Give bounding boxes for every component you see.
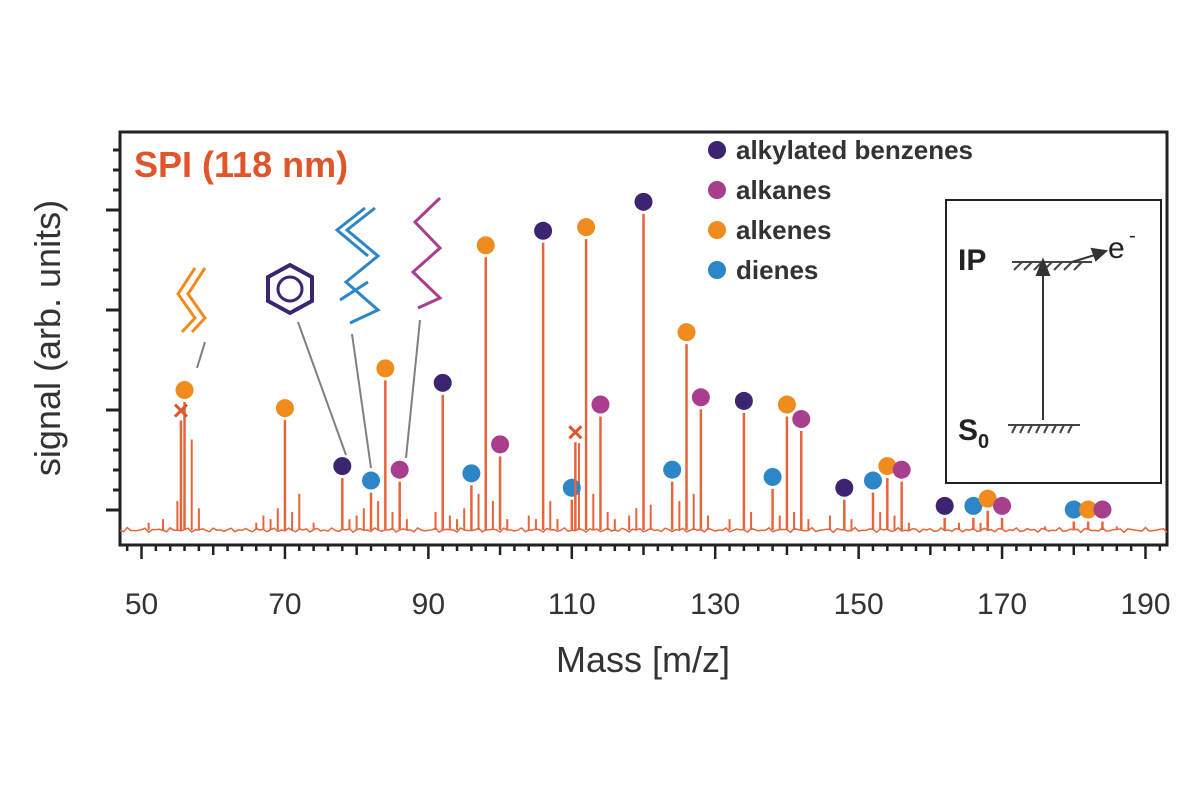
peak-marker [1093,500,1112,519]
x-tick-label: 90 [412,588,445,621]
molecule-annotations [176,196,443,469]
peak-marker [275,399,294,418]
peak-marker [433,373,452,392]
peak-marker [835,478,854,497]
legend-label: alkanes [736,175,831,205]
x-tick-label: 70 [268,588,301,621]
inset-electron-charge: - [1129,225,1136,247]
cross-marker [173,403,189,418]
peak-marker [763,467,782,486]
hexane-structure-icon [410,196,443,310]
inset-s0-label: S [958,414,978,447]
peak-marker [935,496,954,515]
ionization-inset: IP e - S 0 [945,199,1162,484]
legend-swatch [708,141,726,159]
minor-peaks [147,439,1118,530]
x-tick-label: 170 [977,588,1027,621]
peak-marker [577,218,596,237]
x-tick-label: 130 [690,588,740,621]
peak-marker [1064,500,1083,519]
x-tick-label: 190 [1120,588,1170,621]
x-tick-label: 150 [834,588,884,621]
peak-marker [534,221,553,240]
cross-markers [173,403,583,530]
peak-markers [175,192,1112,519]
legend-swatch [708,181,726,199]
spectrum-baseline [119,526,1168,534]
peak-marker [691,388,710,407]
legend-swatch [708,261,726,279]
cross-marker [568,425,583,440]
peak-marker [878,457,897,476]
chart-title: SPI (118 nm) [134,144,348,185]
peak-marker [777,395,796,414]
peak-marker [1079,500,1098,519]
legend-label: alkylated benzenes [736,135,973,165]
peak-marker [175,381,194,400]
legend-label: alkenes [736,215,831,245]
hexadiene-structure-icon [334,206,381,325]
legend-label: dienes [736,255,818,285]
inset-s0-subscript: 0 [978,431,989,453]
x-axis-tick-labels: 50 70 90 110 130 150 170 190 [125,588,1171,621]
peak-marker [663,460,682,479]
peak-marker [333,457,352,476]
peak-marker [863,471,882,490]
y-axis-title: signal (arb. units) [27,200,68,476]
peak-marker [792,410,811,429]
peak-marker [361,471,380,490]
excitation-arrow [1035,247,1109,420]
inset-ip-label: IP [958,244,986,277]
legend: alkylated benzenes alkanes alkenes dienes [708,135,973,285]
y-axis-ticks [106,148,120,512]
peak-marker [978,489,997,508]
x-axis-title: Mass [m/z] [556,639,730,680]
inset-electron-label: e [1108,232,1125,265]
annotation-leader-lines [196,319,421,469]
peak-marker [892,460,911,479]
peak-marker [964,496,983,515]
peak-marker [993,496,1012,515]
peak-marker [462,464,481,483]
peak-marker [476,236,495,255]
benzene-structure-icon [266,262,314,316]
legend-swatch [708,221,726,239]
peak-marker [591,395,610,414]
peak-marker [562,478,581,497]
inset-frame [945,199,1162,484]
peak-marker [376,359,395,378]
labeled-peaks [183,213,1104,530]
butene-structure-icon [176,267,207,334]
x-tick-label: 110 [548,588,596,621]
x-tick-label: 50 [125,588,158,621]
s0-level-hatch [1008,424,1080,434]
peak-marker [734,391,753,410]
x-axis-ticks [125,545,1162,559]
peak-marker [491,435,510,454]
peak-marker [634,192,653,211]
peak-marker [677,323,696,342]
peak-marker [390,460,409,479]
